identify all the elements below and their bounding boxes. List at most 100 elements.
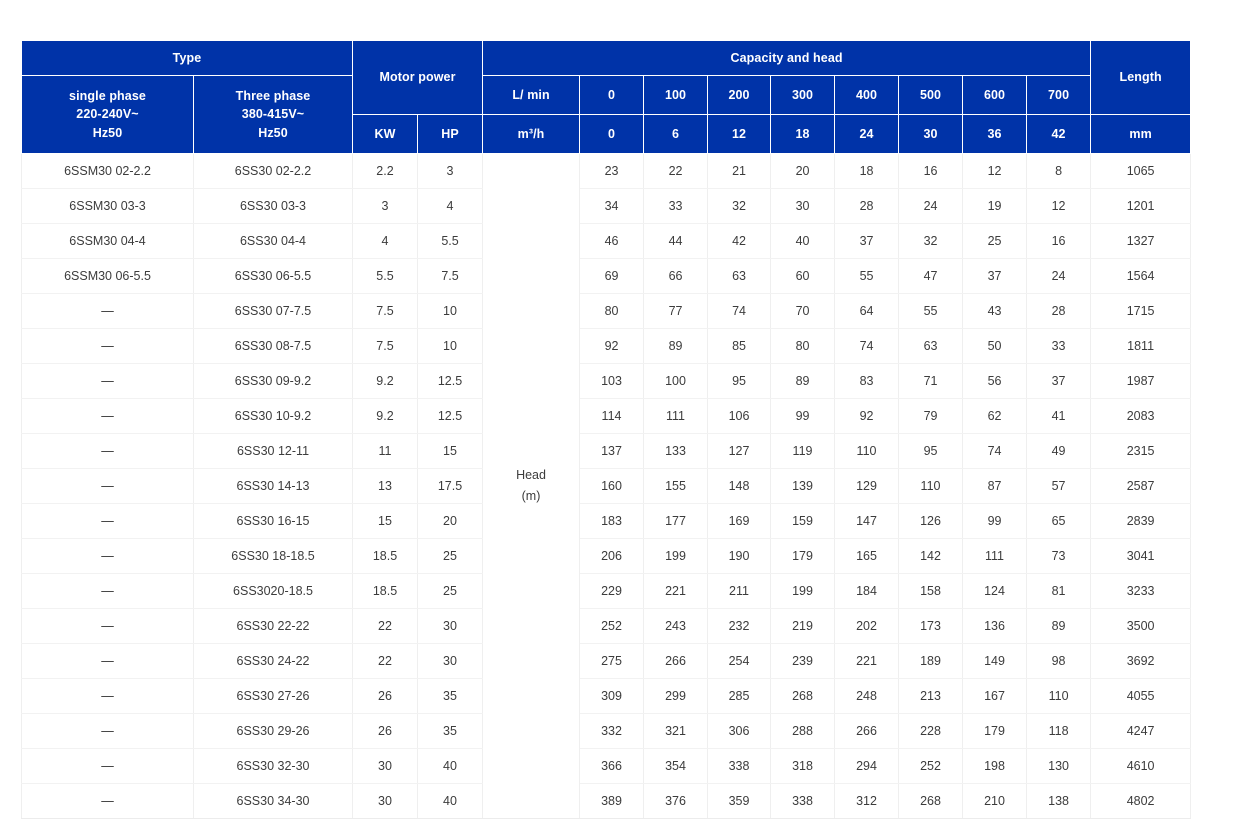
- empty-dash: —: [101, 444, 114, 458]
- cell-head-value-2: 95: [707, 363, 772, 399]
- cell-head-value-7: 49: [1026, 433, 1092, 469]
- cell-head-value-2: 306: [707, 713, 772, 749]
- header-three-phase-line1: Three phase: [235, 89, 311, 104]
- cell-motor-kw: 3: [352, 188, 418, 224]
- header-type-group: Type: [21, 40, 353, 76]
- cell-head-value-7: 24: [1026, 258, 1092, 294]
- cell-three-phase-type: 6SS30 34-30: [193, 783, 353, 819]
- cell-motor-hp: 40: [417, 783, 484, 819]
- cell-three-phase-type: 6SS30 09-9.2: [193, 363, 353, 399]
- spec-table-container: Type Motor power Capacity and head Lengt…: [21, 40, 1192, 819]
- cell-head-value-3: 80: [770, 328, 836, 364]
- cell-head-value-0: 34: [579, 188, 645, 224]
- cell-motor-kw: 2.2: [352, 153, 418, 189]
- cell-head-value-4: 55: [834, 258, 900, 294]
- header-flow-lmin-4: 400: [834, 75, 900, 115]
- cell-length: 4247: [1090, 713, 1192, 749]
- cell-head-value-2: 63: [707, 258, 772, 294]
- cell-motor-kw: 5.5: [352, 258, 418, 294]
- cell-motor-kw: 22: [352, 643, 418, 679]
- cell-head-value-5: 32: [898, 223, 964, 259]
- cell-motor-hp: 25: [417, 538, 484, 574]
- header-three-phase-line2: 380-415V~: [241, 107, 305, 122]
- cell-head-value-2: 127: [707, 433, 772, 469]
- empty-dash: —: [101, 654, 114, 668]
- cell-three-phase-type: 6SS30 04-4: [193, 223, 353, 259]
- header-flow-lmin-2: 200: [707, 75, 772, 115]
- cell-head-value-6: 50: [962, 328, 1028, 364]
- cell-head-value-2: 169: [707, 503, 772, 539]
- cell-length: 2839: [1090, 503, 1192, 539]
- cell-head-value-6: 12: [962, 153, 1028, 189]
- cell-head-value-5: 126: [898, 503, 964, 539]
- cell-head-value-2: 285: [707, 678, 772, 714]
- header-row-3: KW HP m³/h 0 6 12 18 24 30 36 42 mm: [22, 114, 1192, 154]
- cell-single-phase-type: —: [21, 713, 194, 749]
- cell-head-value-1: 266: [643, 643, 709, 679]
- cell-motor-hp: 15: [417, 433, 484, 469]
- cell-head-value-5: 173: [898, 608, 964, 644]
- cell-head-value-7: 57: [1026, 468, 1092, 504]
- cell-head-value-1: 66: [643, 258, 709, 294]
- cell-head-value-5: 110: [898, 468, 964, 504]
- header-flow-m3h-7: 42: [1026, 114, 1092, 154]
- table-row: — 6SS30 29-26 26 35 332 321 306 288 266 228 179 118…: [21, 713, 1192, 749]
- cell-motor-kw: 9.2: [352, 398, 418, 434]
- header-single-phase-line2: 220-240V~: [76, 107, 139, 122]
- header-flow-lmin-3: 300: [770, 75, 836, 115]
- cell-head-value-3: 179: [770, 538, 836, 574]
- cell-head-value-1: 155: [643, 468, 709, 504]
- cell-head-value-1: 100: [643, 363, 709, 399]
- cell-three-phase-type: 6SS30 24-22: [193, 643, 353, 679]
- cell-head-value-2: 148: [707, 468, 772, 504]
- cell-head-value-4: 83: [834, 363, 900, 399]
- cell-head-value-4: 165: [834, 538, 900, 574]
- cell-motor-kw: 30: [352, 783, 418, 819]
- cell-motor-hp: 40: [417, 748, 484, 784]
- table-row: 6SSM30 04-4 6SS30 04-4 4 5.5 46 44 42 40 37 32 25 1…: [21, 223, 1192, 259]
- cell-length: 3692: [1090, 643, 1192, 679]
- cell-head-value-5: 55: [898, 293, 964, 329]
- cell-length: 3500: [1090, 608, 1192, 644]
- cell-head-value-6: 149: [962, 643, 1028, 679]
- cell-head-value-1: 321: [643, 713, 709, 749]
- cell-head-value-5: 47: [898, 258, 964, 294]
- cell-motor-hp: 10: [417, 293, 484, 329]
- header-three-phase: Three phase 380-415V~ Hz50: [193, 75, 353, 154]
- cell-head-value-4: 202: [834, 608, 900, 644]
- cell-head-value-1: 89: [643, 328, 709, 364]
- cell-head-value-5: 71: [898, 363, 964, 399]
- cell-motor-kw: 15: [352, 503, 418, 539]
- cell-head-value-2: 232: [707, 608, 772, 644]
- cell-single-phase-type: —: [21, 503, 194, 539]
- empty-dash: —: [101, 479, 114, 493]
- head-unit-label-line1: Head: [516, 467, 546, 482]
- header-flow-m3h-4: 24: [834, 114, 900, 154]
- cell-head-value-7: 73: [1026, 538, 1092, 574]
- cell-single-phase-type: 6SSM30 04-4: [21, 223, 194, 259]
- cell-head-value-3: 40: [770, 223, 836, 259]
- cell-head-value-0: 389: [579, 783, 645, 819]
- cell-three-phase-type: 6SS30 29-26: [193, 713, 353, 749]
- cell-head-value-4: 266: [834, 713, 900, 749]
- cell-head-value-1: 22: [643, 153, 709, 189]
- cell-head-value-2: 338: [707, 748, 772, 784]
- table-row: — 6SS30 18-18.5 18.5 25 206 199 190 179 165 142 11…: [21, 538, 1192, 574]
- cell-head-value-4: 312: [834, 783, 900, 819]
- cell-length: 1065: [1090, 153, 1192, 189]
- header-flow-lmin-1: 100: [643, 75, 709, 115]
- table-row: 6SSM30 02-2.2 6SS30 02-2.2 2.2 3 Head (m) 23 22…: [21, 153, 1192, 819]
- header-flow-m3h-0: 0: [579, 114, 645, 154]
- cell-single-phase-type: 6SSM30 03-3: [21, 188, 194, 224]
- cell-head-value-0: 206: [579, 538, 645, 574]
- cell-head-value-2: 359: [707, 783, 772, 819]
- cell-head-value-3: 318: [770, 748, 836, 784]
- cell-head-value-0: 366: [579, 748, 645, 784]
- cell-head-value-3: 20: [770, 153, 836, 189]
- cell-head-value-0: 309: [579, 678, 645, 714]
- cell-three-phase-type: 6SS30 10-9.2: [193, 398, 353, 434]
- header-row-2: single phase 220-240V~ Hz50 Three phase …: [21, 75, 1191, 154]
- table-body: 6SSM30 02-2.2 6SS30 02-2.2 2.2 3 Head (m) 23 22…: [21, 153, 1192, 819]
- cell-head-value-6: 37: [962, 258, 1028, 294]
- empty-dash: —: [101, 724, 114, 738]
